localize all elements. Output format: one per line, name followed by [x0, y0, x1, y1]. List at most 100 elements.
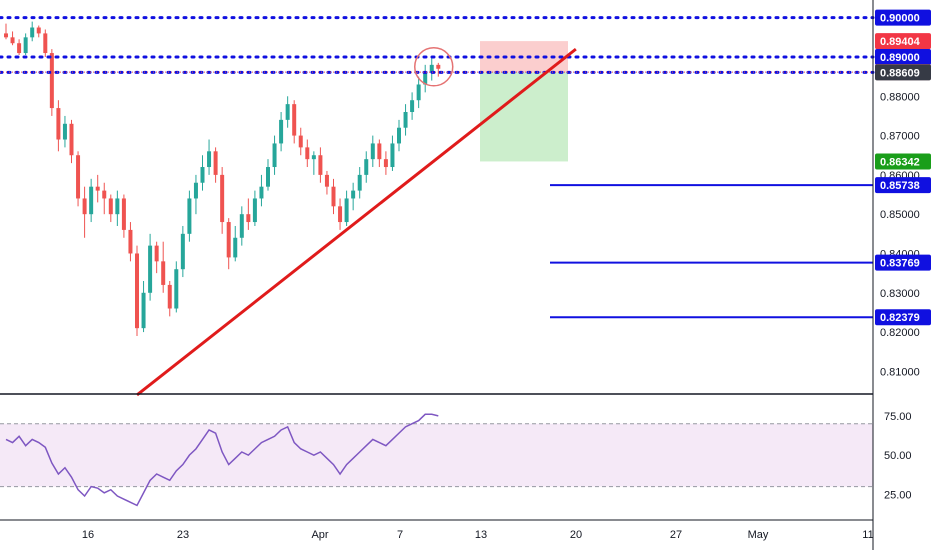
candle-body [76, 155, 81, 199]
candle-body [292, 104, 297, 136]
position-tool[interactable] [480, 41, 568, 162]
candle-body [246, 214, 251, 223]
candle-body [49, 53, 54, 109]
x-tick-label: 13 [475, 529, 487, 541]
candle-body [17, 43, 22, 54]
x-tick-label: 20 [570, 529, 582, 541]
candle-body [174, 269, 179, 309]
take-profit-zone[interactable] [480, 72, 568, 162]
price-label-text: 0.89000 [880, 52, 920, 64]
candle-body [154, 245, 159, 262]
candle-body [30, 27, 35, 38]
candle-body [213, 151, 218, 175]
price-label-box [875, 254, 931, 271]
price-label-box [875, 64, 931, 81]
x-tick-label: 27 [670, 529, 682, 541]
price-label-box [875, 48, 931, 65]
candle-body [36, 27, 41, 34]
price-label-text: 0.88609 [880, 67, 920, 79]
rsi-tick-label: 75.00 [884, 411, 912, 423]
price-label-box [875, 309, 931, 326]
candle-body [95, 186, 100, 191]
candle-body [141, 292, 146, 329]
rsi-band [0, 423, 873, 487]
candle-body [200, 167, 205, 183]
price-pane[interactable] [0, 0, 873, 393]
y-tick-label: 0.81000 [880, 366, 920, 378]
x-tick-label: May [748, 529, 769, 541]
candle-body [128, 229, 133, 254]
candle-body [180, 233, 185, 270]
candle-body [331, 186, 336, 207]
candle-body [383, 159, 388, 168]
rsi-layer [0, 413, 873, 507]
candle-body [279, 119, 284, 144]
candle-body [148, 245, 153, 293]
candle-body [370, 143, 375, 160]
candle-body [82, 198, 87, 215]
candle-body [377, 143, 382, 160]
candle-body [187, 198, 192, 234]
candles-layer [4, 21, 441, 337]
y-tick-label: 0.87000 [880, 131, 920, 143]
candle-body [397, 127, 401, 144]
rsi-tick-label: 25.00 [884, 489, 912, 501]
candle-body [23, 37, 28, 54]
price-label-box [875, 33, 931, 50]
price-label-text: 0.89404 [880, 36, 921, 48]
price-label-text: 0.83769 [880, 258, 920, 270]
time-axis: 16 23 Apr 7 13 20 27 May 11 [82, 529, 874, 541]
candle-body [226, 222, 231, 258]
x-tick-label: 11 [862, 529, 873, 541]
candle-body [115, 198, 120, 215]
candle-body [56, 108, 61, 140]
candle-body [193, 182, 198, 199]
y-tick-label: 0.85000 [880, 209, 920, 221]
candle-body [108, 198, 113, 215]
candle-body [285, 104, 290, 120]
candle-body [43, 33, 48, 54]
x-tick-label: 16 [82, 529, 94, 541]
price-label-box [875, 9, 931, 26]
candle-body [305, 147, 310, 160]
candle-body [390, 143, 395, 168]
rsi-line [5, 413, 439, 507]
candle-body [4, 33, 8, 38]
candle-body [220, 174, 225, 223]
rsi-tick-label: 50.00 [884, 450, 912, 462]
candle-body [298, 135, 303, 148]
trendline-layer[interactable] [136, 47, 577, 397]
candle-body [135, 253, 139, 329]
candle-body [233, 237, 238, 258]
y-tick-label: 0.82000 [880, 327, 920, 339]
candle-body [259, 186, 264, 199]
candle-body [266, 167, 270, 187]
highlight-circle[interactable] [414, 47, 454, 87]
price-label-text: 0.86342 [880, 156, 920, 168]
price-label-text: 0.82379 [880, 312, 920, 324]
candle-body [357, 174, 362, 191]
price-label-text: 0.85738 [880, 180, 920, 192]
candle-body [429, 64, 434, 73]
candle-body [324, 174, 329, 187]
candle-body [344, 198, 349, 223]
horizontal-levels[interactable] [0, 16, 875, 319]
trendline[interactable] [136, 47, 577, 397]
candle-body [423, 72, 428, 85]
candle-body [364, 159, 369, 175]
candle-body [403, 112, 408, 128]
y-tick-label: 0.83000 [880, 288, 920, 300]
x-tick-label: 23 [177, 529, 189, 541]
candle-body [252, 198, 257, 223]
candle-body [62, 123, 67, 140]
candle-body [161, 261, 166, 285]
price-label-text: 0.90000 [880, 13, 920, 25]
candle-body [318, 155, 323, 175]
candle-body [102, 190, 107, 199]
candle-body [89, 186, 94, 215]
x-tick-label: Apr [311, 529, 328, 541]
candle-body [351, 190, 356, 199]
y-tick-label: 0.88000 [880, 91, 920, 103]
price-labels: 0.900000.894040.890000.886140.886090.863… [875, 9, 931, 326]
